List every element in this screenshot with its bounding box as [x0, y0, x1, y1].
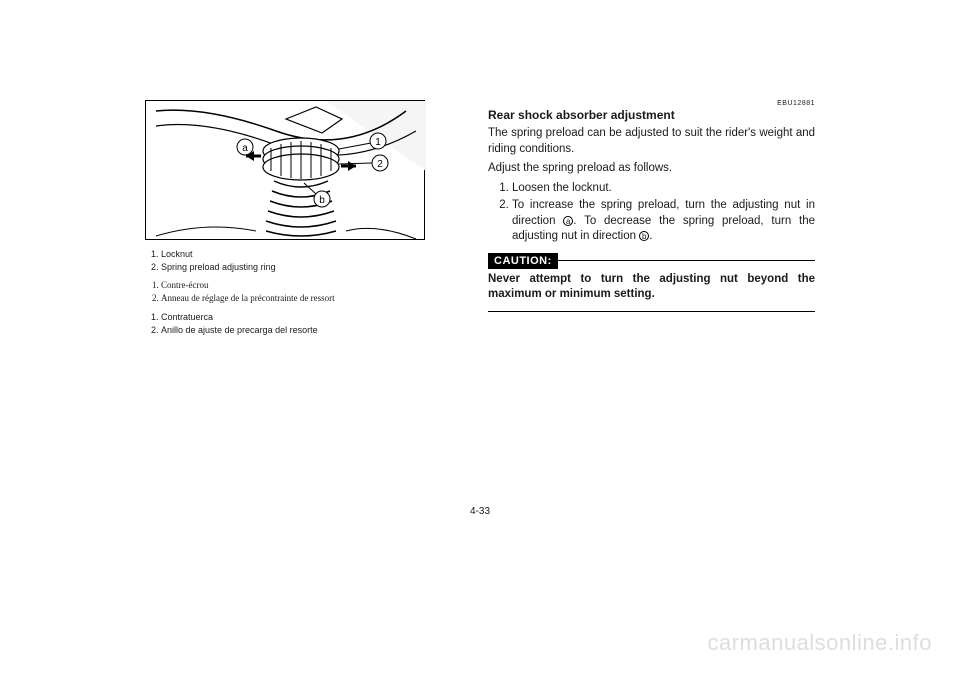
caption-fr-2: Anneau de réglage de la précontrainte de… — [161, 292, 440, 304]
caution-label: CAUTION: — [488, 253, 558, 269]
step-1: Loosen the locknut. — [512, 181, 815, 197]
caution-rule — [558, 260, 815, 261]
right-column: EBU12881 Rear shock absorber adjustment … — [488, 100, 815, 342]
bottom-rule — [488, 311, 815, 312]
step-2: To increase the spring preload, turn the… — [512, 198, 815, 245]
reference-code: EBU12881 — [488, 100, 815, 107]
left-column: a 1 2 b Locknut Spring preload adjusting… — [145, 100, 440, 342]
paragraph-1: The spring preload can be adjusted to su… — [488, 126, 815, 157]
circled-a-icon: a — [563, 216, 573, 226]
caution-text: Never attempt to turn the adjusting nut … — [488, 272, 815, 303]
step-2-part-c: . — [649, 230, 652, 242]
manual-page: a 1 2 b Locknut Spring preload adjusting… — [0, 0, 960, 678]
callout-b: b — [319, 195, 325, 206]
caption-spanish: Contratuerca Anillo de ajuste de precarg… — [145, 311, 440, 336]
watermark: carmanualsonline.info — [707, 630, 932, 656]
caution-header: CAUTION: — [488, 253, 815, 269]
caption-french: Contre-écrou Anneau de réglage de la pré… — [145, 279, 440, 304]
callout-2: 2 — [377, 159, 383, 170]
caption-es-1: Contratuerca — [161, 311, 440, 323]
section-title: Rear shock absorber adjustment — [488, 108, 815, 122]
paragraph-2: Adjust the spring preload as follows. — [488, 161, 815, 177]
page-number: 4-33 — [0, 506, 960, 517]
procedure-steps: Loosen the locknut. To increase the spri… — [488, 181, 815, 245]
figure-svg: a 1 2 b — [146, 101, 426, 241]
caption-en-1: Locknut — [161, 248, 440, 260]
circled-b-icon: b — [639, 231, 649, 241]
two-column-layout: a 1 2 b Locknut Spring preload adjusting… — [145, 100, 815, 342]
caption-english: Locknut Spring preload adjusting ring — [145, 248, 440, 273]
caption-fr-1: Contre-écrou — [161, 279, 440, 291]
shock-absorber-figure: a 1 2 b — [145, 100, 425, 240]
callout-1: 1 — [375, 137, 381, 148]
caption-en-2: Spring preload adjusting ring — [161, 261, 440, 273]
caption-es-2: Anillo de ajuste de precarga del resorte — [161, 324, 440, 336]
callout-a: a — [242, 143, 248, 154]
